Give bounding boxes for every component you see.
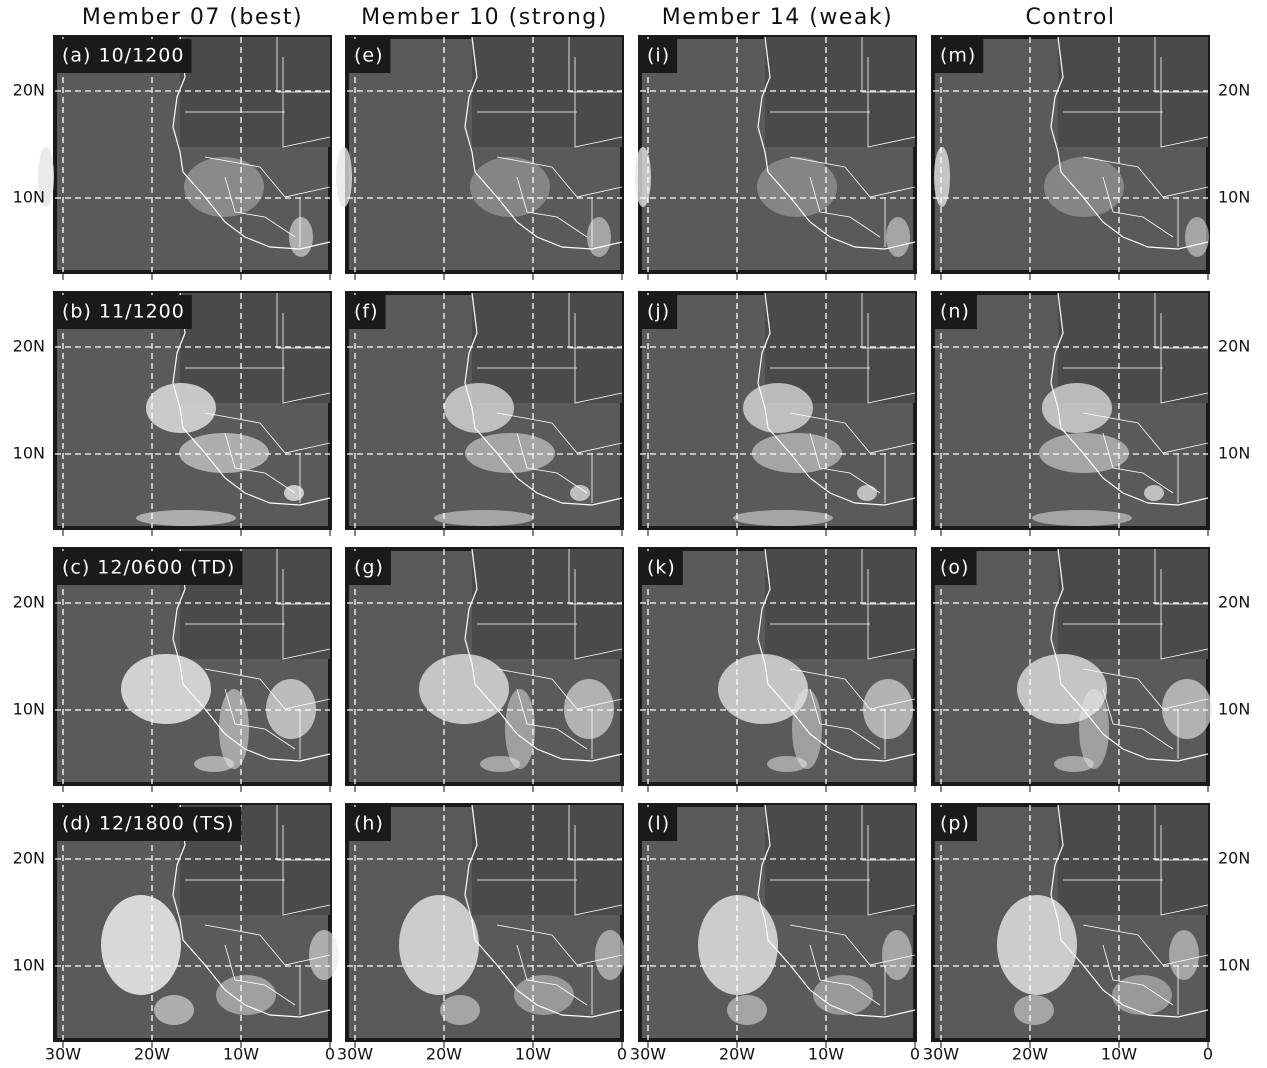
cloud — [216, 975, 276, 1015]
lat-label: 10N — [13, 700, 45, 719]
map-panel: (k) — [640, 549, 915, 792]
cloud — [309, 930, 339, 980]
panel-label: (d) 12/1800 (TS) — [62, 813, 234, 835]
lat-label: 20N — [1218, 337, 1250, 356]
lat-label: 20N — [1218, 849, 1250, 868]
lat-label: 10N — [1218, 188, 1250, 207]
panel-label: (f) — [354, 301, 379, 323]
cloud — [136, 510, 236, 526]
panel-label: (g) — [354, 557, 384, 579]
panel-label: (i) — [647, 45, 670, 67]
column-title: Control — [1025, 5, 1115, 30]
cloud — [154, 995, 194, 1025]
lat-label: 20N — [1218, 593, 1250, 612]
cloud — [480, 756, 520, 772]
lat-label: 10N — [1218, 956, 1250, 975]
cloud — [146, 383, 216, 433]
lat-label: 10N — [1218, 444, 1250, 463]
column-title: Member 07 (best) — [82, 5, 303, 30]
lat-label: 10N — [13, 444, 45, 463]
map-panel: (n) — [933, 293, 1208, 536]
cloud — [1185, 217, 1209, 257]
lat-label: 20N — [13, 849, 45, 868]
cloud — [1039, 433, 1129, 473]
map-panel: (b) 11/1200 — [55, 293, 330, 536]
cloud — [1144, 485, 1164, 501]
map-panel: (g) — [347, 549, 622, 792]
cloud — [564, 679, 614, 739]
cloud — [1162, 679, 1212, 739]
lat-label: 20N — [1218, 81, 1250, 100]
cloud — [1014, 995, 1054, 1025]
map-panel: (o) — [933, 549, 1212, 792]
panel-label: (e) — [354, 45, 384, 67]
panel-label: (p) — [940, 813, 970, 835]
cloud — [727, 995, 767, 1025]
cloud — [882, 930, 912, 980]
cloud — [767, 756, 807, 772]
panel-label: (c) 12/0600 (TD) — [62, 557, 235, 579]
panel-label: (a) 10/1200 — [62, 45, 184, 67]
cloud — [1169, 930, 1199, 980]
panel-label: (n) — [940, 301, 970, 323]
panel-label: (o) — [940, 557, 969, 579]
panel-label: (m) — [940, 45, 976, 67]
figure: Member 07 (best)30W20W10W0Member 10 (str… — [0, 0, 1267, 1068]
cloud — [465, 433, 555, 473]
lat-label: 20N — [13, 81, 45, 100]
panel-label: (h) — [354, 813, 384, 835]
map-panel: (l) — [640, 805, 915, 1048]
cloud — [470, 157, 550, 217]
cloud — [698, 895, 778, 995]
lat-label: 10N — [13, 188, 45, 207]
cloud — [1032, 510, 1132, 526]
lat-label: 10N — [1218, 700, 1250, 719]
map-panel: (p) — [933, 805, 1208, 1048]
map-panel: (a) 10/1200 — [38, 37, 330, 280]
panel-label: (k) — [647, 557, 676, 579]
map-panel: (c) 12/0600 (TD) — [55, 549, 330, 792]
lat-label: 10N — [13, 956, 45, 975]
panel-label: (j) — [647, 301, 670, 323]
column-title: Member 10 (strong) — [361, 5, 608, 30]
map-panel: (m) — [933, 37, 1209, 280]
cloud — [399, 895, 479, 995]
cloud — [101, 895, 181, 995]
cloud — [419, 654, 509, 724]
map-panel: (d) 12/1800 (TS) — [55, 805, 339, 1048]
map-panel: (e) — [336, 37, 622, 280]
map-panel: (i) — [635, 37, 915, 280]
cloud — [121, 654, 211, 724]
cloud — [194, 756, 234, 772]
cloud — [444, 383, 514, 433]
panel-label: (l) — [647, 813, 670, 835]
panel-label: (b) 11/1200 — [62, 301, 185, 323]
map-panel: (f) — [347, 293, 622, 536]
cloud — [886, 217, 910, 257]
map-panel: (h) — [347, 805, 625, 1048]
lat-label: 20N — [13, 337, 45, 356]
cloud — [1054, 756, 1094, 772]
cloud — [752, 433, 842, 473]
map-panel: (j) — [640, 293, 915, 536]
cloud — [440, 995, 480, 1025]
cloud — [434, 510, 534, 526]
column-title: Member 14 (weak) — [662, 5, 893, 30]
cloud — [743, 383, 813, 433]
cloud — [857, 485, 877, 501]
cloud — [757, 157, 837, 217]
cloud — [813, 975, 873, 1015]
cloud — [266, 679, 316, 739]
cloud — [587, 217, 611, 257]
lat-label: 20N — [13, 593, 45, 612]
cloud — [733, 510, 833, 526]
cloud — [289, 217, 313, 257]
